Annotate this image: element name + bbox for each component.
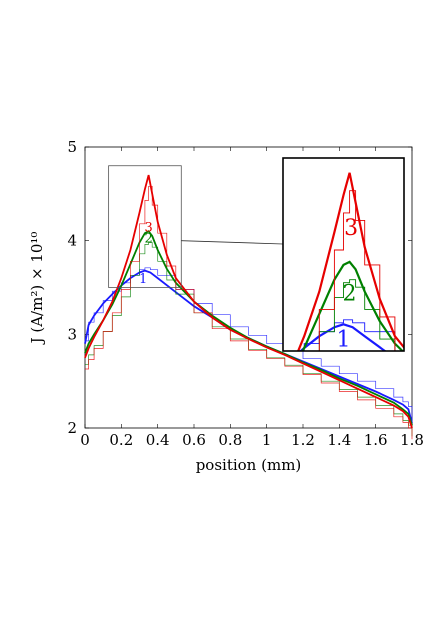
x-tick-label: 0.4	[146, 431, 170, 449]
x-tick-label: 1	[262, 431, 272, 449]
curve-label-3: 3	[144, 220, 152, 235]
x-tick-label: 1.4	[327, 431, 351, 449]
y-tick-label: 5	[67, 138, 77, 156]
series-3-thin-line	[85, 185, 413, 440]
inset-background	[283, 158, 404, 351]
inset-curve-label-3: 3	[344, 216, 358, 241]
inset-frame	[282, 157, 405, 352]
x-tick-label: 1.2	[291, 431, 315, 449]
inset-series-3-line	[296, 172, 404, 351]
zoom-connector-line	[181, 240, 284, 245]
y-tick-label: 4	[67, 232, 77, 250]
series-3	[84, 174, 413, 440]
plot-frame	[84, 146, 413, 429]
inset-plot: 1 2 3	[181, 157, 405, 353]
curve-label-2: 2	[144, 232, 152, 247]
x-tick-label: 1.6	[364, 431, 388, 449]
y-tick-label: 2	[67, 419, 77, 437]
inset-curve-label-1: 1	[337, 328, 351, 353]
x-tick-label: 0.6	[182, 431, 206, 449]
series-3-line	[84, 174, 413, 429]
x-tick-label: 1.8	[400, 431, 424, 449]
curve-label-1: 1	[139, 272, 147, 287]
inset-series	[296, 172, 404, 351]
y-axis-label: J (A/m²) × 10¹⁰	[28, 232, 46, 346]
inset-curve-label-2: 2	[343, 282, 357, 307]
x-axis-label: position (mm)	[196, 456, 302, 474]
x-tick-label: 0.2	[109, 431, 133, 449]
y-tick-label: 3	[67, 325, 77, 343]
zoom-region-box	[108, 165, 182, 288]
x-tick-label: 0	[80, 431, 90, 449]
x-tick-label: 0.8	[218, 431, 242, 449]
